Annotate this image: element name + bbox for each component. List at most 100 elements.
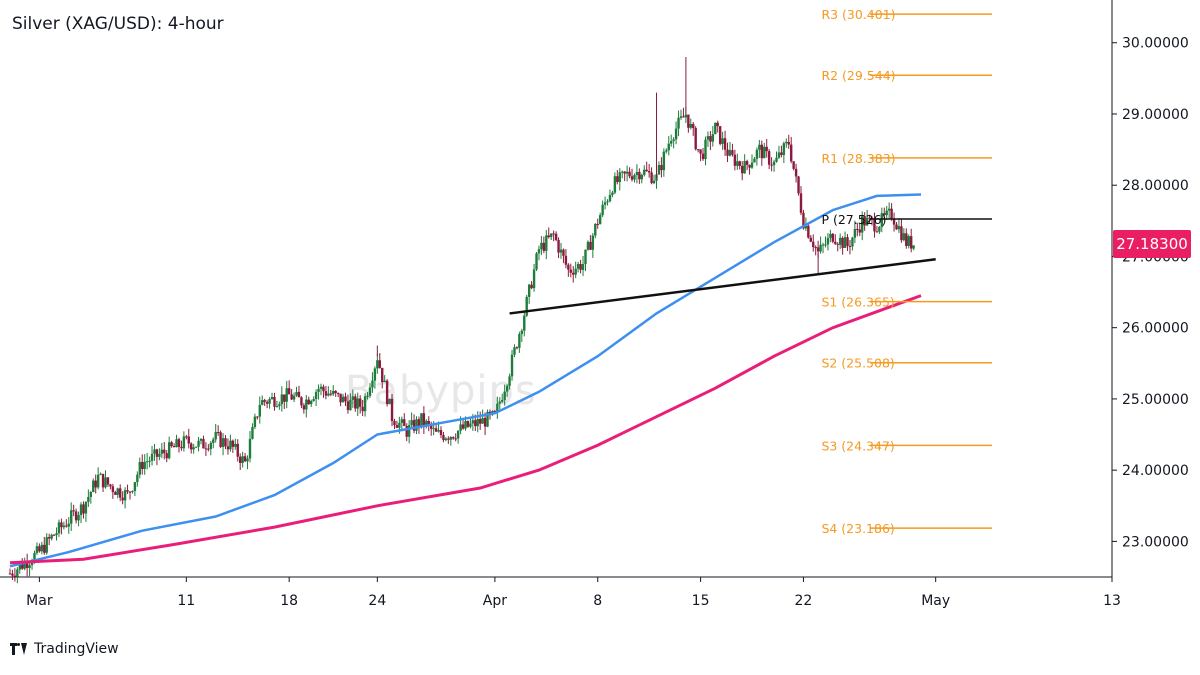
candle-body	[199, 438, 203, 441]
candle-body	[79, 504, 83, 515]
candle-body	[322, 386, 325, 392]
candle-body	[226, 446, 230, 450]
candle-body	[701, 153, 705, 160]
candle-body	[515, 347, 519, 349]
candle-body	[351, 396, 355, 400]
candle-body	[67, 523, 70, 527]
candle-body	[403, 419, 406, 426]
candle-body	[518, 334, 521, 348]
candle-body	[425, 420, 428, 426]
candle-body	[74, 511, 78, 521]
candle-body	[748, 164, 751, 168]
candle-body	[160, 449, 164, 454]
candle-body	[618, 172, 621, 183]
candle-body	[62, 525, 66, 528]
candle-body	[45, 537, 48, 553]
candle-body	[476, 419, 479, 427]
pivot-level-p: P (27.526)	[821, 212, 992, 227]
candle-body	[770, 164, 773, 166]
candle-body	[863, 216, 866, 226]
candle-body	[694, 128, 697, 150]
candle-body	[172, 446, 176, 448]
candle-body	[728, 150, 732, 156]
candle-body	[853, 228, 857, 238]
candle-body	[393, 421, 396, 426]
candle-body	[608, 194, 612, 202]
x-tick-label: 11	[177, 593, 195, 609]
candle-body	[765, 146, 768, 152]
x-tick-label: 22	[795, 593, 813, 609]
candle-body	[190, 443, 193, 450]
pivot-level-s4: S4 (23.186)	[821, 521, 992, 536]
candle-body	[354, 396, 357, 409]
candle-body	[464, 420, 467, 429]
x-tick-label: 15	[692, 593, 710, 609]
candle-body	[594, 223, 597, 236]
candle-body	[111, 486, 115, 493]
candle-body	[657, 165, 661, 175]
candle-body	[745, 161, 749, 165]
candle-body	[25, 561, 29, 569]
candle-body	[584, 249, 587, 265]
candle-body	[57, 522, 61, 534]
candle-body	[229, 440, 232, 450]
candle-body	[645, 169, 648, 172]
candle-body	[775, 157, 778, 162]
candle-body	[704, 139, 707, 160]
candle-body	[38, 546, 41, 552]
x-tick-label: Apr	[483, 593, 507, 609]
candle-body	[630, 176, 634, 180]
candle-body	[530, 284, 533, 289]
candle-body	[576, 264, 580, 269]
candle-body	[684, 114, 688, 118]
candle-body	[772, 161, 776, 166]
candle-body	[638, 171, 641, 180]
candle-body	[104, 477, 107, 488]
candle-body	[554, 233, 558, 240]
candle-body	[119, 488, 122, 498]
x-tick-label: 13	[1103, 593, 1121, 609]
candle-body	[373, 368, 377, 381]
candle-body	[581, 264, 585, 270]
candle-body	[18, 563, 21, 570]
candle-body	[716, 122, 719, 127]
candle-body	[493, 411, 497, 413]
candle-body	[821, 244, 825, 246]
candle-body	[8, 573, 12, 575]
candle-body	[753, 158, 756, 163]
candle-body	[349, 399, 352, 411]
candle-body	[194, 446, 198, 448]
candle-body	[295, 391, 298, 396]
candle-body	[52, 534, 56, 536]
candle-body	[706, 136, 710, 140]
candle-body	[197, 440, 200, 447]
moving-average-blue-line	[9, 193, 922, 568]
candle-body	[875, 231, 879, 233]
candle-body	[212, 439, 215, 443]
candle-body	[319, 386, 323, 389]
candle-body	[33, 552, 36, 563]
candle-body	[432, 428, 435, 430]
candle-body	[417, 419, 421, 426]
candle-body	[831, 233, 835, 242]
candle-body	[736, 161, 739, 166]
candle-body	[361, 406, 364, 412]
candle-body	[400, 419, 404, 423]
candle-body	[589, 241, 592, 250]
candle-body	[569, 269, 572, 273]
candle-body	[880, 213, 884, 227]
candle-body	[513, 347, 516, 355]
candle-body	[290, 394, 293, 400]
candle-body	[689, 123, 692, 128]
candle-body	[427, 420, 430, 425]
candle-body	[652, 180, 656, 184]
candle-body	[317, 388, 320, 392]
candle-body	[275, 406, 279, 408]
candle-body	[647, 171, 651, 173]
candle-body	[461, 424, 465, 429]
watermark: Babypips	[345, 368, 537, 414]
candle-body	[741, 165, 744, 174]
candle-body	[557, 239, 560, 253]
candle-body	[532, 269, 536, 289]
